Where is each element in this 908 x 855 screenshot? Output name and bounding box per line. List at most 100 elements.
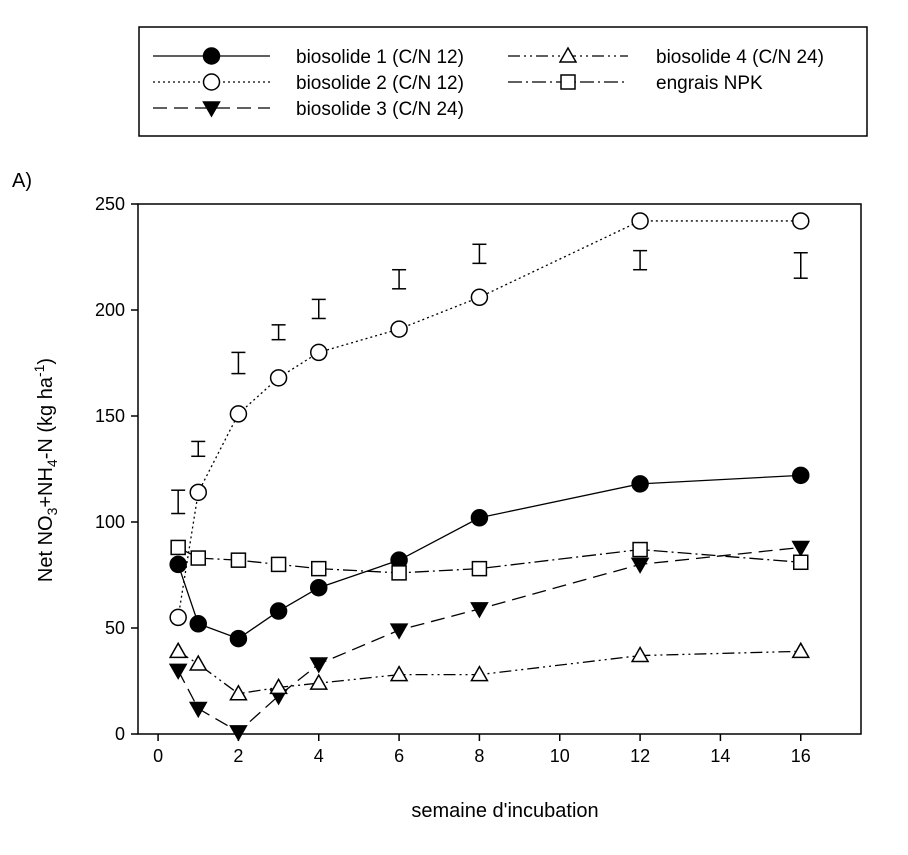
y-axis-label-part: ): [35, 358, 57, 365]
error-bar: [311, 298, 326, 320]
legend-marker: [560, 74, 576, 90]
series-5-point: [793, 554, 809, 571]
series-1-point: [169, 555, 187, 574]
series-4-point: [168, 641, 188, 659]
x-tick-label: 16: [791, 746, 811, 766]
series-1-point: [310, 578, 328, 597]
legend-entry: biosolide 4 (C/N 24): [508, 46, 824, 68]
series-1-point: [229, 629, 248, 648]
plot-frame: [137, 203, 862, 735]
series-4-point: [188, 654, 208, 671]
series-5-point: [632, 541, 648, 558]
legend-entry: biosolide 1 (C/N 12): [153, 47, 464, 68]
series-2-point: [229, 405, 248, 423]
legend-marker: [202, 101, 221, 118]
series-1-point: [470, 509, 489, 527]
series-4-point: [630, 646, 650, 663]
series-1-point: [631, 475, 649, 493]
x-axis-label: semaine d'incubation: [411, 800, 598, 822]
x-tick-label: 14: [710, 746, 730, 766]
legend-label: biosolide 4 (C/N 24): [656, 47, 824, 68]
series-1-point: [189, 615, 207, 633]
x-tick-label: 0: [153, 746, 163, 766]
series-2-point: [169, 608, 187, 627]
series-5-point: [311, 560, 327, 577]
series-3-point: [309, 657, 329, 674]
series-3-point: [168, 663, 188, 680]
series-2-point: [189, 483, 207, 502]
y-tick-label: 150: [95, 406, 125, 426]
error-bar: [392, 268, 407, 290]
series-5-point: [471, 560, 488, 577]
x-tick-label: 2: [233, 746, 243, 766]
series-3-point: [229, 725, 248, 742]
series-4-point: [229, 684, 248, 701]
series-1-point: [269, 602, 288, 620]
series-2-point: [470, 288, 489, 307]
legend-label: biosolide 3 (C/N 24): [296, 99, 464, 120]
series-2-point: [310, 343, 328, 362]
legend-marker: [558, 46, 578, 63]
legend-marker: [202, 73, 221, 91]
y-axis-label-part: -1: [31, 364, 47, 377]
y-axis-label-part: Net NO: [35, 515, 57, 582]
x-tick-label: 12: [630, 746, 650, 766]
error-bar: [231, 351, 246, 375]
y-axis-label-part: -N (kg ha: [35, 376, 57, 459]
error-bar: [191, 440, 206, 458]
error-bar: [171, 489, 186, 515]
series-3-point: [630, 557, 650, 574]
legend-label: biosolide 2 (C/N 12): [296, 73, 464, 94]
series-4-point: [791, 641, 811, 659]
y-tick-label: 0: [115, 724, 125, 744]
legend-entry: engrais NPK: [508, 73, 763, 94]
y-tick-label: 50: [105, 618, 125, 638]
x-tick-label: 10: [550, 746, 570, 766]
series-5-point: [391, 565, 407, 581]
series-3-point: [188, 701, 208, 719]
series-5-point: [190, 550, 206, 566]
legend-entry: biosolide 2 (C/N 12): [153, 73, 464, 94]
series-2-point: [631, 212, 649, 230]
series-3-point: [791, 540, 811, 557]
series-2-point: [390, 320, 408, 338]
y-tick-label: 200: [95, 300, 125, 320]
series-4-point: [389, 665, 409, 682]
error-bar: [472, 243, 487, 265]
legend-marker: [202, 47, 221, 65]
series-3-point: [470, 602, 489, 619]
series-5-point: [230, 552, 247, 568]
series-5-point: [170, 539, 186, 556]
error-bar: [793, 252, 808, 279]
y-axis-label-part: +NH: [35, 467, 57, 508]
series-2-point: [792, 212, 810, 230]
x-tick-label: 6: [394, 746, 404, 766]
legend-label: biosolide 1 (C/N 12): [296, 47, 464, 68]
series-line-4: [177, 650, 801, 695]
series-line-5: [177, 546, 801, 574]
error-bar: [633, 249, 648, 271]
legend-box: [138, 26, 868, 137]
y-axis-label-part: 3: [44, 507, 60, 515]
series-4-point: [309, 673, 329, 690]
error-bar: [271, 324, 286, 341]
series-line-3: [177, 546, 801, 733]
y-axis-label-part: 4: [44, 459, 60, 467]
y-tick-label: 100: [95, 512, 125, 532]
series-2-point: [269, 369, 288, 387]
series-5-point: [270, 556, 287, 573]
series-1-point: [792, 466, 810, 485]
series-4-point: [470, 665, 489, 682]
y-tick-label: 250: [95, 194, 125, 214]
series-3-point: [389, 623, 409, 640]
legend-entry: biosolide 3 (C/N 24): [153, 99, 464, 120]
legend-label: engrais NPK: [656, 73, 763, 94]
panel-label: A): [12, 170, 32, 192]
legend: biosolide 1 (C/N 12) biosolide 2 (C/N 12)…: [138, 26, 868, 137]
x-tick-label: 8: [474, 746, 484, 766]
y-axis-label: Net NO3+NH4-N (kg ha-1): [31, 358, 60, 582]
series-4-point: [269, 677, 288, 695]
x-tick-label: 4: [314, 746, 324, 766]
plot-area: 0 2 4 6 8 10 12 14 16 0 50 100 150 200 250: [95, 194, 862, 766]
